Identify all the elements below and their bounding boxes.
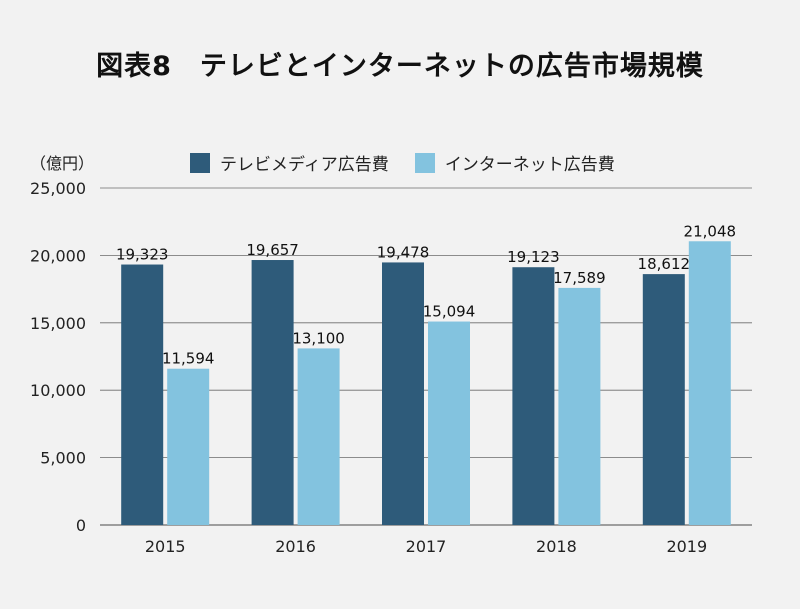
y-tick-label: 5,000 [40, 449, 86, 468]
bar-internet [558, 287, 601, 525]
y-tick-label: 10,000 [30, 381, 86, 400]
data-label: 19,123 [507, 248, 560, 266]
legend-label-internet: インターネット広告費 [444, 155, 615, 175]
data-label: 18,612 [638, 255, 691, 273]
bar-tv [382, 262, 424, 525]
bar-tv [251, 260, 294, 525]
bar-internet [297, 348, 340, 525]
data-label: 15,094 [423, 303, 476, 321]
x-tick-label: 2018 [536, 537, 577, 556]
x-tick-label: 2016 [275, 537, 316, 556]
y-tick-label: 20,000 [30, 246, 86, 265]
bar-internet [428, 321, 470, 525]
y-tick-label: 0 [76, 516, 86, 535]
x-tick-label: 2019 [666, 537, 707, 556]
data-label: 11,594 [162, 350, 215, 368]
data-label: 19,657 [246, 241, 299, 259]
chart-title: 図表8 テレビとインターネットの広告市場規模 [96, 51, 704, 82]
bar-internet [167, 368, 210, 525]
data-label: 19,478 [377, 243, 430, 261]
data-label: 17,589 [553, 269, 606, 287]
data-label: 21,048 [684, 222, 737, 240]
y-tick-label: 25,000 [30, 179, 86, 198]
x-tick-label: 2015 [145, 537, 186, 556]
bar-tv [121, 264, 164, 525]
y-axis-unit-label: （億円） [30, 154, 95, 173]
legend-label-tv: テレビメディア広告費 [220, 155, 389, 175]
legend: テレビメディア広告費 インターネット広告費 [190, 150, 641, 175]
x-tick-label: 2017 [406, 537, 447, 556]
legend-swatch-internet [414, 152, 435, 173]
bar-tv [642, 274, 685, 525]
legend-swatch-tv [190, 152, 210, 173]
legend-item-internet: インターネット広告費 [414, 150, 615, 175]
data-label: 19,323 [116, 246, 169, 264]
y-tick-label: 15,000 [30, 314, 86, 333]
data-label: 13,100 [292, 329, 345, 347]
legend-item-tv: テレビメディア広告費 [190, 150, 389, 175]
bar-internet [688, 241, 731, 526]
bar-tv [512, 267, 555, 525]
